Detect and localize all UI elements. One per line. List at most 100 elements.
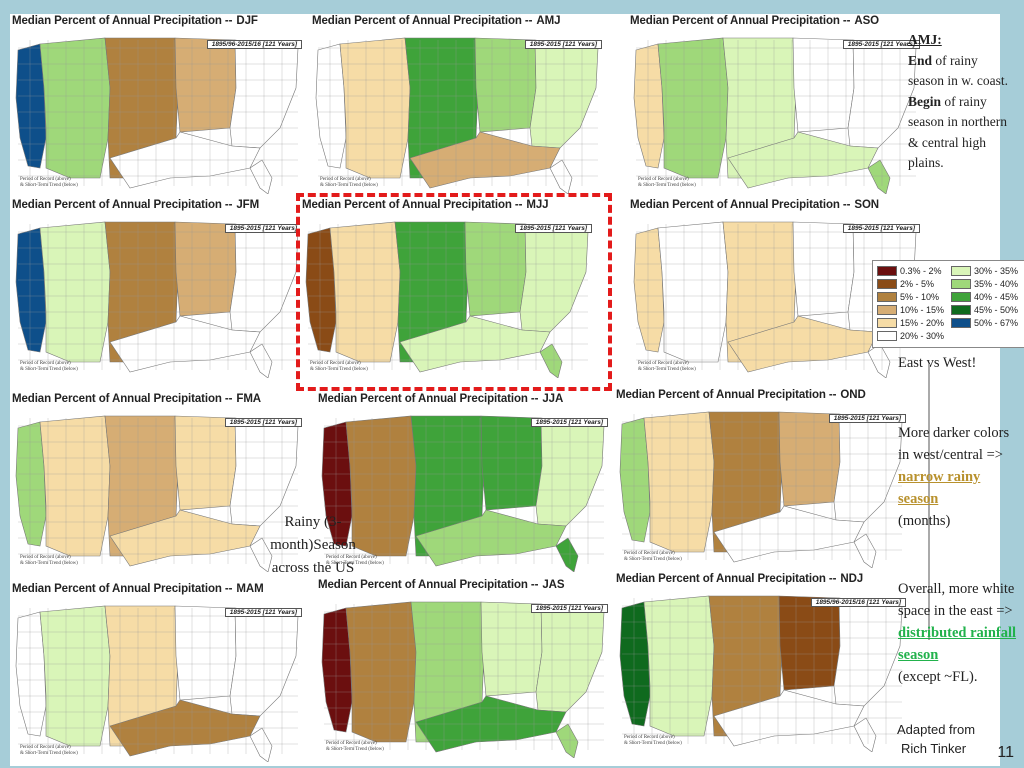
map-panel-mam: Median Percent of Annual Precipitation -…	[10, 582, 308, 762]
mjj-highlight-box	[296, 193, 612, 391]
legend-swatch	[877, 304, 897, 315]
panel-title-text: Median Percent of Annual Precipitation -…	[616, 573, 837, 585]
climate-region	[643, 595, 715, 737]
climate-region	[657, 37, 729, 179]
period-label: 1895-2015 [121 Years]	[530, 418, 608, 427]
climate-region	[345, 601, 417, 743]
legend-label: 2% - 5%	[900, 278, 935, 289]
us-precip-map	[15, 415, 299, 572]
legend-label: 35% - 40%	[974, 278, 1019, 289]
legend-swatch	[951, 291, 971, 302]
panel-season-code: SON	[854, 199, 880, 211]
panel-title-text: Median Percent of Annual Precipitation -…	[12, 393, 233, 405]
period-label: 1895-2015 [121 Years]	[224, 224, 302, 233]
climate-region	[549, 159, 573, 194]
record-trend-note: Period of Record (above) & Short-Term Tr…	[326, 741, 384, 752]
panel-title-text: Median Percent of Annual Precipitation -…	[12, 583, 233, 595]
period-label: 1895/96-2015/16 [121 Years]	[206, 40, 302, 49]
panel-season-code: JJA	[542, 393, 564, 405]
panel-title-text: Median Percent of Annual Precipitation -…	[302, 199, 523, 211]
panel-season-code: JFM	[236, 199, 260, 211]
except-text: (except ~FL).	[898, 669, 978, 685]
map-panel-jas: Median Percent of Annual Precipitation -…	[316, 578, 614, 758]
us-precip-map	[15, 605, 299, 762]
map-panel-djf: Median Percent of Annual Precipitation -…	[10, 14, 308, 194]
us-precip-map	[315, 37, 599, 194]
panel-title-text: Median Percent of Annual Precipitation -…	[616, 389, 837, 401]
end-rest: of rainy season in w. coast.	[908, 52, 1008, 89]
climate-region	[39, 605, 111, 747]
climate-region	[792, 221, 855, 317]
climate-region	[174, 221, 237, 317]
climate-region	[249, 537, 273, 572]
record-trend-note: Period of Record (above) & Short-Term Tr…	[624, 551, 682, 562]
legend-label: 5% - 10%	[900, 291, 940, 302]
legend-label: 20% - 30%	[900, 330, 945, 341]
begin-word: Begin	[908, 93, 942, 109]
period-label: 1895-2015 [121 Years]	[530, 604, 608, 613]
us-precip-map	[633, 221, 917, 378]
amj-note: AMJ: End of rainy season in w. coast. Be…	[908, 30, 1008, 174]
rainy-season-label: Rainy (3-month)Season across the US	[270, 514, 356, 576]
climate-region	[39, 415, 111, 557]
climate-region	[792, 37, 855, 133]
climate-region	[778, 411, 841, 507]
legend-swatch	[951, 278, 971, 289]
narrow-season-text: narrow rainy season	[898, 469, 981, 507]
legend-entry: 5% - 10%	[877, 291, 939, 302]
panel-season-code: OND	[840, 389, 866, 401]
legend-label: 40% - 45%	[974, 291, 1019, 302]
map-panel-fma: Median Percent of Annual Precipitation -…	[10, 392, 308, 572]
panel-title: Median Percent of Annual Precipitation -…	[630, 199, 879, 211]
climate-region	[480, 415, 543, 511]
panel-title-text: Median Percent of Annual Precipitation -…	[630, 199, 851, 211]
climate-region	[39, 221, 111, 363]
panel-title-text: Median Percent of Annual Precipitation -…	[312, 15, 533, 27]
map-panel-mjj: Median Percent of Annual Precipitation -…	[300, 198, 598, 378]
west-note: More darker colors in west/central => na…	[898, 422, 1018, 532]
climate-region	[174, 605, 237, 701]
legend-entry: 20% - 30%	[877, 330, 944, 341]
legend-entry: 50% - 67%	[951, 317, 1018, 328]
panel-title: Median Percent of Annual Precipitation -…	[12, 199, 259, 211]
panel-season-code: NDJ	[840, 573, 864, 585]
map-panel-son: Median Percent of Annual Precipitation -…	[628, 198, 926, 378]
legend-entry: 2% - 5%	[877, 278, 934, 289]
record-trend-note: Period of Record (above) & Short-Term Tr…	[20, 361, 78, 372]
months-text: (months)	[898, 513, 951, 529]
record-trend-note: Period of Record (above) & Short-Term Tr…	[624, 735, 682, 746]
legend-entry: 15% - 20%	[877, 317, 944, 328]
record-trend-note: Period of Record (above) & Short-Term Tr…	[20, 177, 78, 188]
us-precip-map	[15, 221, 299, 378]
climate-region	[480, 601, 543, 697]
east-note: Overall, more white space in the east =>…	[898, 578, 1018, 688]
climate-region	[853, 717, 877, 752]
climate-region	[867, 343, 891, 378]
panel-title: Median Percent of Annual Precipitation -…	[318, 579, 565, 591]
distributed-season-text: distributed rainfall season	[898, 625, 1017, 663]
climate-region	[249, 727, 273, 762]
climate-region	[643, 411, 715, 553]
legend-label: 45% - 50%	[974, 304, 1019, 315]
legend-swatch	[877, 278, 897, 289]
legend-label: 15% - 20%	[900, 317, 945, 328]
panel-season-code: AMJ	[536, 15, 561, 27]
credit-line2: Rich Tinker	[901, 741, 967, 756]
panel-title-text: Median Percent of Annual Precipitation -…	[318, 579, 539, 591]
record-trend-note: Period of Record (above) & Short-Term Tr…	[638, 361, 696, 372]
period-label: 1895-2015 [121 Years]	[842, 224, 920, 233]
climate-region	[539, 343, 563, 378]
climate-region	[249, 343, 273, 378]
panel-title: Median Percent of Annual Precipitation -…	[302, 199, 549, 211]
period-label: 1895-2015 [121 Years]	[828, 414, 906, 423]
map-panel-ond: Median Percent of Annual Precipitation -…	[614, 388, 912, 568]
legend-swatch	[951, 304, 971, 315]
map-panel-aso: Median Percent of Annual Precipitation -…	[628, 14, 926, 194]
end-word: End	[908, 52, 933, 68]
period-label: 1895-2015 [121 Years]	[224, 608, 302, 617]
panel-title-text: Median Percent of Annual Precipitation -…	[630, 15, 851, 27]
page-number: 11	[997, 744, 1014, 761]
legend-entry: 30% - 35%	[951, 265, 1018, 276]
period-label: 1895-2015 [121 Years]	[842, 40, 920, 49]
climate-region	[249, 159, 273, 194]
